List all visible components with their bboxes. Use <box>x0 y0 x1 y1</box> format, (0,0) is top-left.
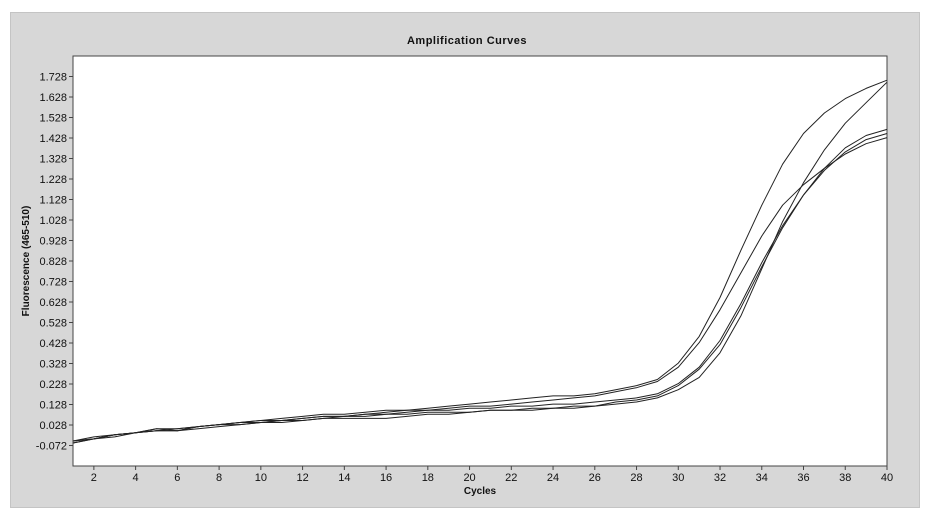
x-tick-label: 4 <box>133 472 139 484</box>
x-tick-label: 26 <box>589 472 601 484</box>
y-tick-label: 0.428 <box>39 338 67 350</box>
y-tick-label: 1.228 <box>39 174 67 186</box>
series-line-5 <box>72 133 888 442</box>
x-axis: 2 4 6 8 10 12 14 16 18 20 22 24 26 28 30 32 34 36 38 40 <box>91 466 893 484</box>
y-tick-label: 0.328 <box>39 359 67 371</box>
y-tick-label: 0.628 <box>39 297 67 309</box>
x-axis-label: Cycles <box>464 486 497 497</box>
series-line-4 <box>72 128 888 442</box>
y-tick-label: 0.128 <box>39 400 67 412</box>
series-lines <box>72 79 888 444</box>
x-tick-label: 8 <box>216 472 222 484</box>
y-tick-label: 0.528 <box>39 318 67 330</box>
chart-window: Amplification Curves -0.072 0.028 0.128 0.2… <box>10 12 920 508</box>
y-axis: -0.072 0.028 0.128 0.228 0.328 0.428 0.528 0.62… <box>36 72 73 453</box>
y-tick-label: 1.128 <box>39 195 67 207</box>
y-tick-label: 1.628 <box>39 92 67 104</box>
x-tick-label: 16 <box>380 472 392 484</box>
plot-area <box>72 55 888 467</box>
x-tick-label: 18 <box>422 472 434 484</box>
x-tick-label: 24 <box>547 472 559 484</box>
x-tick-label: 14 <box>338 472 350 484</box>
x-tick-label: 20 <box>463 472 475 484</box>
x-tick-label: 12 <box>296 472 308 484</box>
y-tick-label: 1.328 <box>39 154 67 166</box>
x-tick-label: 36 <box>797 472 809 484</box>
y-tick-label: 0.028 <box>39 420 67 432</box>
x-tick-label: 38 <box>839 472 851 484</box>
y-tick-label: 0.928 <box>39 236 67 248</box>
y-tick-label: 0.728 <box>39 277 67 289</box>
x-tick-label: 2 <box>91 472 97 484</box>
y-tick-label: -0.072 <box>36 441 67 453</box>
x-tick-label: 10 <box>255 472 267 484</box>
x-tick-label: 32 <box>714 472 726 484</box>
y-tick-label: 1.028 <box>39 215 67 227</box>
y-tick-label: 1.728 <box>39 72 67 84</box>
y-tick-label: 1.428 <box>39 133 67 145</box>
y-tick-label: 0.228 <box>39 379 67 391</box>
y-axis-label: Fluorescence (465-510) <box>21 206 32 317</box>
y-tick-label: 1.528 <box>39 113 67 125</box>
x-tick-label: 28 <box>630 472 642 484</box>
x-tick-label: 40 <box>881 472 893 484</box>
chart-title: Amplification Curves <box>407 35 527 47</box>
y-tick-label: 0.828 <box>39 256 67 268</box>
amplification-chart: Amplification Curves -0.072 0.028 0.128 0.2… <box>21 35 893 497</box>
x-tick-label: 30 <box>672 472 684 484</box>
x-tick-label: 22 <box>505 472 517 484</box>
x-tick-label: 6 <box>174 472 180 484</box>
x-tick-label: 34 <box>756 472 768 484</box>
